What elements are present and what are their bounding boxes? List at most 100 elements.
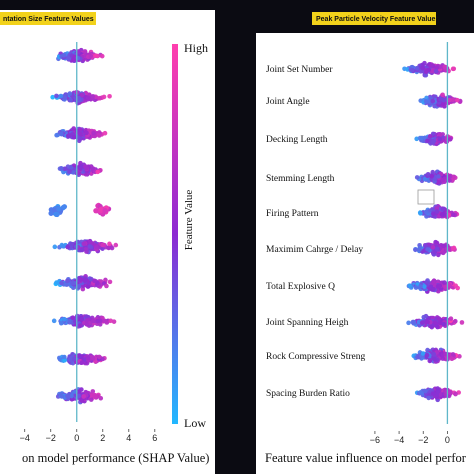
shap-point	[435, 252, 441, 258]
shap-point	[431, 278, 437, 284]
shap-point	[440, 177, 445, 183]
shap-point	[78, 131, 83, 136]
shap-point	[102, 130, 108, 136]
feature-label: Rock Compressive Streng	[266, 352, 365, 362]
shap-point	[414, 175, 420, 180]
right-title-badge	[312, 12, 436, 25]
shap-point	[430, 244, 436, 250]
x-tick-label: 6	[152, 433, 157, 443]
shap-point	[431, 286, 436, 292]
shap-point	[71, 126, 77, 131]
shap-point	[87, 244, 93, 249]
shap-point	[62, 166, 68, 172]
shap-point	[438, 97, 443, 102]
shap-point	[437, 283, 443, 289]
shap-point	[76, 393, 81, 399]
left-panel: ntation Size Feature Values −4 −2 0 2 4 6 on …	[0, 10, 215, 474]
shap-point	[95, 318, 100, 324]
shap-point	[414, 136, 419, 142]
colorbar-title: Feature Value	[183, 190, 195, 251]
shap-point	[441, 243, 447, 249]
shap-point	[425, 247, 430, 252]
shap-point	[99, 53, 105, 59]
shap-point	[94, 244, 99, 250]
shap-point	[90, 94, 96, 99]
shap-point	[432, 94, 438, 100]
shap-point	[78, 160, 83, 166]
shap-point	[430, 139, 436, 145]
shap-point	[59, 280, 64, 286]
shap-point	[418, 284, 423, 289]
shap-point	[437, 320, 443, 325]
shap-point	[65, 244, 71, 250]
shap-point	[419, 320, 425, 325]
shap-point	[95, 169, 101, 175]
shap-point	[58, 93, 64, 99]
shap-point	[83, 247, 88, 252]
shap-point	[433, 68, 439, 74]
shap-point	[65, 394, 70, 399]
shap-point	[417, 246, 422, 252]
shap-point	[440, 356, 446, 361]
shap-point	[79, 247, 85, 253]
shap-point	[421, 314, 427, 320]
shap-point	[71, 134, 77, 140]
shap-point	[431, 351, 437, 357]
shap-point	[453, 283, 458, 288]
shap-point	[58, 166, 64, 171]
shap-point	[423, 388, 428, 394]
shap-point	[447, 178, 452, 183]
shap-point	[413, 247, 418, 253]
feature-label: Joint Angle	[266, 97, 310, 107]
shap-point	[78, 277, 84, 282]
shap-point	[447, 283, 452, 288]
shap-point	[428, 63, 434, 69]
right-chart-title: Peak Particle Velocity Feature Values	[316, 16, 439, 23]
shap-point	[437, 132, 443, 138]
shap-point	[448, 390, 453, 396]
left-beeswarm	[48, 47, 119, 405]
x-tick-label: −2	[418, 435, 428, 445]
shap-point	[425, 319, 430, 325]
shap-point	[96, 133, 102, 138]
shap-point	[54, 132, 59, 138]
shap-point	[407, 283, 412, 288]
shap-point	[430, 98, 436, 104]
shap-point	[429, 173, 435, 179]
shap-point	[104, 283, 109, 289]
shap-point	[100, 242, 105, 248]
shap-point	[432, 356, 437, 362]
shap-point	[423, 99, 429, 104]
shap-point	[76, 138, 82, 144]
right-beeswarm	[402, 60, 465, 403]
shap-point	[93, 53, 99, 59]
shap-point	[410, 319, 416, 325]
shap-point	[420, 351, 426, 356]
shap-point	[65, 278, 71, 284]
shap-point	[62, 354, 67, 360]
shap-point	[93, 394, 98, 399]
x-tick-label: −2	[46, 433, 56, 443]
feature-label: Total Explosive Q	[266, 282, 335, 292]
shap-point	[48, 210, 54, 216]
colorbar	[172, 44, 178, 424]
shap-point	[82, 49, 88, 54]
x-tick-label: −4	[20, 433, 30, 443]
shap-point	[85, 284, 91, 289]
shap-point	[60, 243, 66, 249]
left-title-badge	[0, 12, 96, 25]
shap-point	[67, 91, 73, 96]
shap-point	[101, 94, 107, 100]
shap-point	[449, 356, 455, 361]
shap-point	[413, 285, 419, 290]
shap-point	[71, 356, 77, 362]
shap-point	[425, 138, 430, 144]
shap-point	[450, 212, 456, 218]
feature-label: Maximim Cahrge / Delay	[266, 245, 363, 255]
shap-point	[430, 211, 436, 217]
shap-point	[113, 242, 119, 248]
shap-point	[436, 316, 442, 321]
shap-point	[447, 97, 452, 103]
shap-point	[435, 386, 440, 391]
shap-point	[441, 322, 447, 327]
